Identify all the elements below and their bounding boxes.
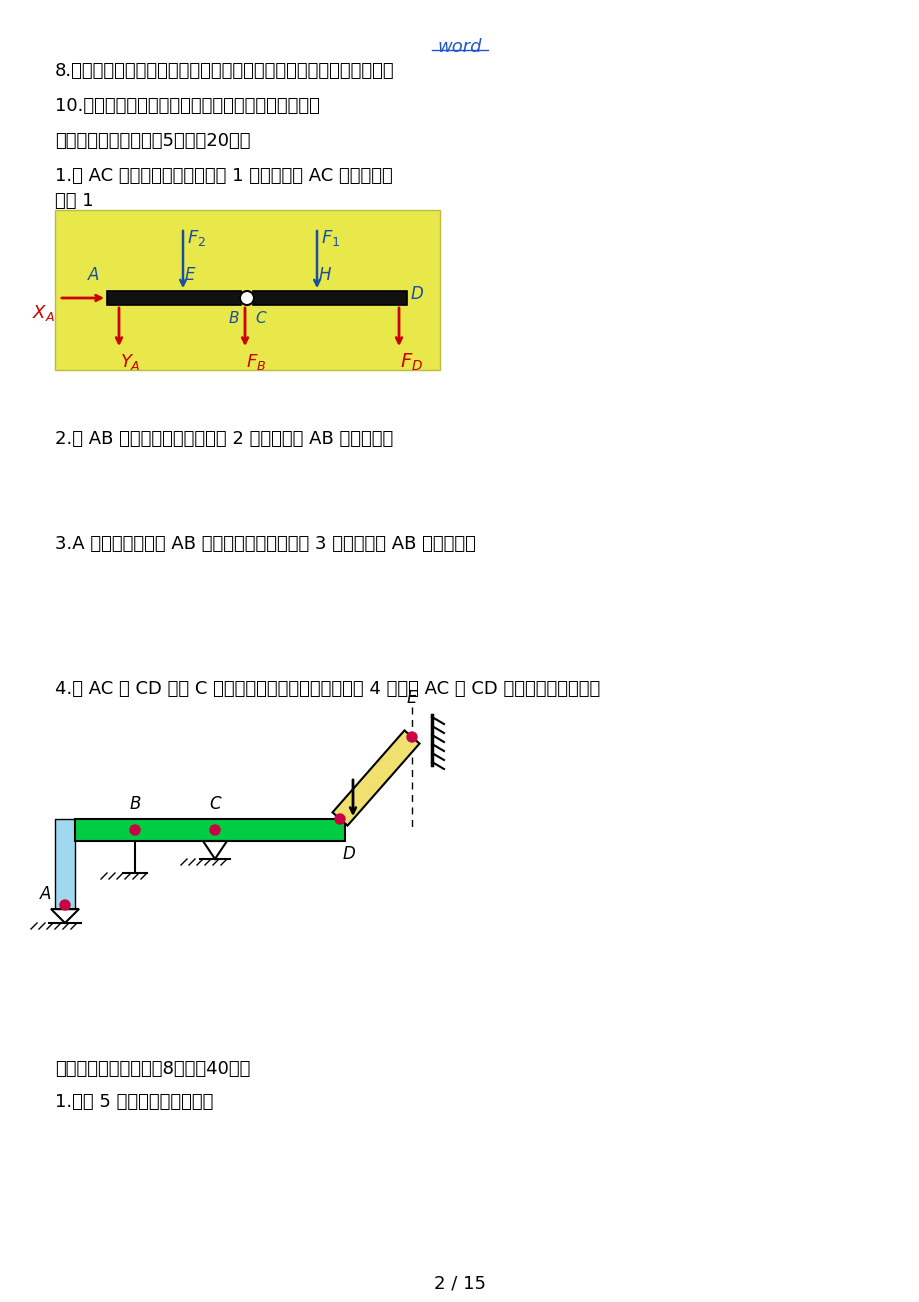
Text: C: C — [255, 311, 266, 326]
Text: D: D — [411, 285, 424, 303]
Text: C: C — [209, 796, 221, 812]
Text: $F_B$: $F_B$ — [245, 352, 266, 372]
Bar — [253, 292, 406, 305]
Text: 作图 1: 作图 1 — [55, 191, 94, 210]
Text: 三、作图题（每一小题5分，入20分）: 三、作图题（每一小题5分，入20分） — [55, 132, 250, 150]
Bar — [55, 819, 75, 909]
Text: B: B — [130, 796, 141, 812]
Circle shape — [60, 900, 70, 910]
Circle shape — [335, 814, 345, 824]
Polygon shape — [332, 730, 419, 825]
Text: 10.力偶在坐标轴上的投影的代数和恒等于零。（对）: 10.力偶在坐标轴上的投影的代数和恒等于零。（对） — [55, 98, 320, 115]
Text: 1.求图 5 所示梁的约束反力。: 1.求图 5 所示梁的约束反力。 — [55, 1092, 213, 1111]
Text: E: E — [185, 266, 196, 284]
Text: $F_D$: $F_D$ — [400, 352, 423, 374]
Text: 3.A 端是固定端，梁 AB 的自重不计，试作出图 3 所示悬臂梁 AB 的受力图。: 3.A 端是固定端，梁 AB 的自重不计，试作出图 3 所示悬臂梁 AB 的受力… — [55, 535, 475, 553]
Circle shape — [240, 292, 254, 305]
Text: 四、计算题（每一小题8分，入40分）: 四、计算题（每一小题8分，入40分） — [55, 1060, 250, 1078]
Text: B: B — [228, 311, 239, 326]
Text: 2.梁 AB 的自重不计，试作出图 2 所示简支梁 AB 的受力图。: 2.梁 AB 的自重不计，试作出图 2 所示简支梁 AB 的受力图。 — [55, 430, 392, 448]
Text: word: word — [437, 38, 482, 56]
Bar — [107, 292, 241, 305]
Text: $X_A$: $X_A$ — [32, 303, 55, 323]
Text: $F_1$: $F_1$ — [321, 228, 340, 247]
Text: 4.梁 AC 和 CD 用铰 C 连接，梁的自重不计，试作出图 4 所示梁 AC 和 CD 与梁整体的受力图。: 4.梁 AC 和 CD 用铰 C 连接，梁的自重不计，试作出图 4 所示梁 AC… — [55, 680, 599, 698]
Text: A: A — [87, 266, 99, 284]
Circle shape — [406, 732, 416, 742]
Text: $Y_A$: $Y_A$ — [119, 352, 141, 372]
Text: 8.假如两个力在坐标轴上的投影相等，如此这两个力一定相等。（错）: 8.假如两个力在坐标轴上的投影相等，如此这两个力一定相等。（错） — [55, 62, 394, 79]
Text: D: D — [343, 845, 356, 863]
Text: Q: Q — [357, 779, 371, 797]
Circle shape — [210, 825, 220, 835]
Text: 1.梁 AC 的自重不计，试作出图 1 所示伸臂梁 AC 的受力图。: 1.梁 AC 的自重不计，试作出图 1 所示伸臂梁 AC 的受力图。 — [55, 167, 392, 185]
Text: E: E — [406, 689, 417, 707]
Bar — [75, 819, 345, 841]
Text: A: A — [40, 885, 51, 904]
Text: H: H — [319, 266, 331, 284]
Circle shape — [130, 825, 140, 835]
Text: 2 / 15: 2 / 15 — [434, 1275, 485, 1293]
Text: $F_2$: $F_2$ — [187, 228, 206, 247]
Bar — [55, 210, 439, 370]
